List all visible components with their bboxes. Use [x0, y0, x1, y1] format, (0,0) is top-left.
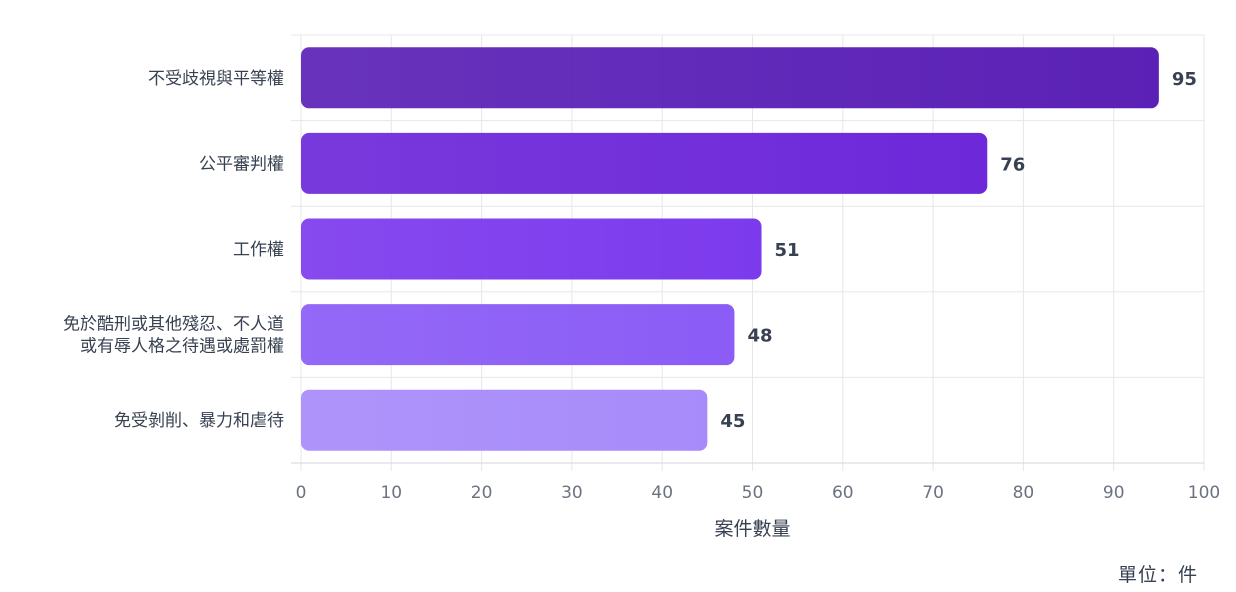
- x-tick-label: 70: [922, 483, 944, 503]
- x-tick-label: 50: [742, 483, 764, 503]
- category-label: 公平審判權: [199, 154, 284, 174]
- unit-note: 單位：件: [1117, 564, 1198, 586]
- category-label: 免受剝削、暴力和虐待: [114, 411, 284, 431]
- value-label: 95: [1172, 69, 1197, 90]
- x-tick-label: 80: [1013, 483, 1035, 503]
- bar: [301, 47, 1159, 109]
- category-label: 免於酷刑或其他殘忍、不人道: [63, 315, 284, 335]
- category-label: 工作權: [233, 240, 284, 260]
- x-tick-label: 100: [1188, 483, 1220, 503]
- x-tick-label: 0: [296, 483, 307, 503]
- value-label: 45: [720, 411, 745, 432]
- x-tick-label: 30: [561, 483, 583, 503]
- value-label: 76: [1000, 154, 1025, 175]
- bar: [301, 132, 988, 194]
- x-tick-label: 90: [1103, 483, 1125, 503]
- value-labels: 95 76 51 48 45: [720, 69, 1197, 432]
- x-axis-ticks: 0 10 20 30 40 50 60 70 80 90 100: [296, 483, 1221, 503]
- value-label: 51: [775, 240, 800, 261]
- bar: [301, 304, 735, 366]
- bars: [301, 47, 1159, 451]
- category-labels: 不受歧視與平等權公平審判權工作權免於酷刑或其他殘忍、不人道或有辱人格之待遇或處罰…: [63, 69, 284, 431]
- value-label: 48: [747, 326, 772, 347]
- category-label: 或有辱人格之待遇或處罰權: [80, 337, 284, 357]
- category-label: 不受歧視與平等權: [148, 69, 284, 89]
- x-tick-label: 60: [832, 483, 854, 503]
- x-axis-title: 案件數量: [714, 518, 790, 540]
- bar: [301, 218, 762, 280]
- x-tick-label: 40: [651, 483, 673, 503]
- bar: [301, 389, 708, 451]
- x-tick-label: 10: [380, 483, 402, 503]
- x-tick-label: 20: [471, 483, 493, 503]
